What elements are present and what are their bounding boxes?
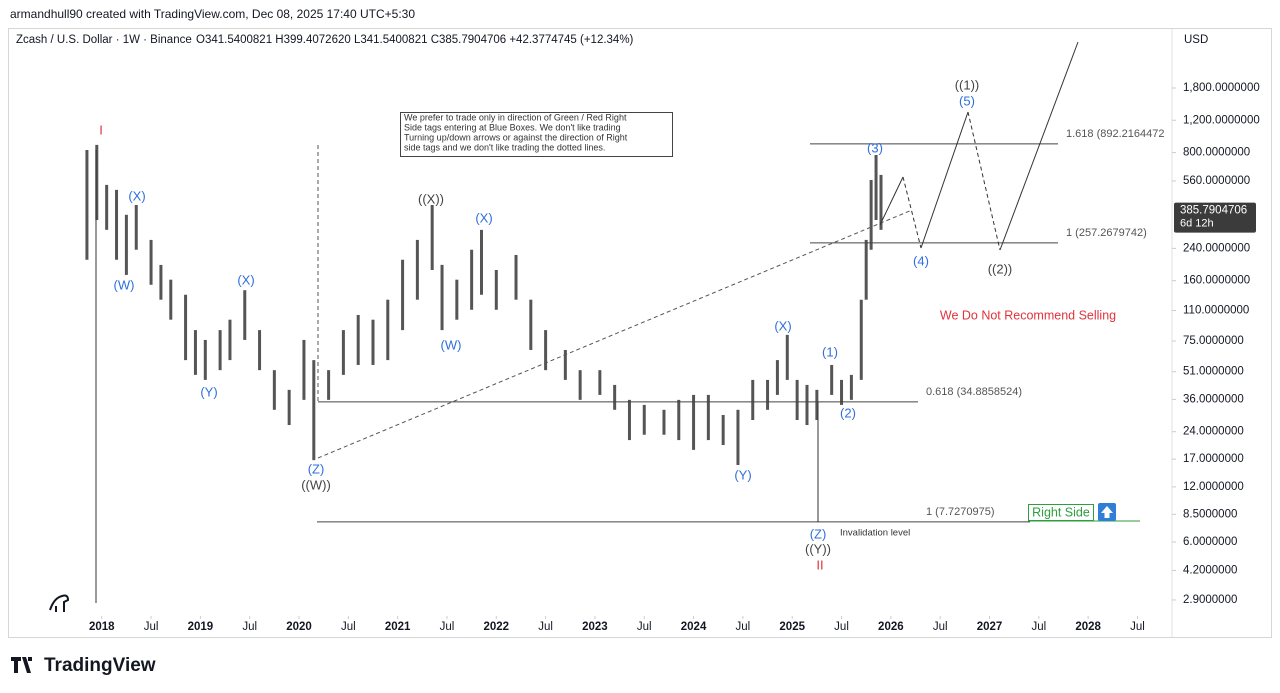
projection xyxy=(902,176,922,249)
y-tick-label: 24.0000000 xyxy=(1183,426,1244,438)
wave-label: I xyxy=(99,122,103,137)
ohlc: O341.5400821 H399.4072620 L341.5400821 C… xyxy=(196,34,634,46)
note-box xyxy=(400,112,673,157)
x-tick-label: 2028 xyxy=(1075,621,1101,633)
countdown: 6d 12h xyxy=(1180,218,1214,230)
x-tick-label: Jul xyxy=(637,621,652,633)
right-side: Right Side xyxy=(1032,505,1090,519)
y-tick-label: 2.9000000 xyxy=(1183,594,1237,606)
x-tick-label: Jul xyxy=(834,621,849,633)
up-arrow xyxy=(1101,506,1113,518)
x-tick-label: 2020 xyxy=(286,621,312,633)
last-price-box xyxy=(1174,202,1256,233)
warning: We Do Not Recommend Selling xyxy=(940,308,1116,322)
x-tick-label: 2022 xyxy=(483,621,509,633)
y-tick-label: 240.0000000 xyxy=(1183,242,1250,254)
x-tick-label: 2023 xyxy=(582,621,608,633)
y-tick-label: 1,800.0000000 xyxy=(1183,82,1260,94)
y-tick-label: 51.0000000 xyxy=(1183,366,1244,378)
x-tick-label: Jul xyxy=(242,621,257,633)
wave-label: ((W)) xyxy=(301,477,331,492)
wave-label: (2) xyxy=(840,405,856,420)
last-price: 385.7904706 xyxy=(1180,205,1247,217)
note: side tags and we don't like trading the … xyxy=(404,142,605,152)
note: Turning up/down arrows or against the di… xyxy=(404,132,628,142)
wave-label: (Y) xyxy=(734,467,751,482)
wave-label: (X) xyxy=(128,188,145,203)
fib-label: 1 (7.7270975) xyxy=(926,506,995,518)
wave-label: (Y) xyxy=(200,384,217,399)
fib-label: 1.618 (892.2164472 xyxy=(1066,128,1164,140)
y-tick-label: 75.0000000 xyxy=(1183,335,1244,347)
wave-label: (W) xyxy=(114,277,135,292)
projection xyxy=(999,41,1079,251)
y-tick-label: 12.0000000 xyxy=(1183,481,1244,493)
x-tick-label: Jul xyxy=(1130,621,1145,633)
wave-label: (X) xyxy=(237,272,254,287)
x-tick-label: 2025 xyxy=(779,621,805,633)
wave-label: ((X)) xyxy=(418,191,444,206)
wave-label: (1) xyxy=(822,344,838,359)
y-tick-label: 800.0000000 xyxy=(1183,147,1250,159)
projection xyxy=(967,111,1001,251)
x-tick-label: 2019 xyxy=(188,621,214,633)
fib-label: 0.618 (34.8858524) xyxy=(926,386,1022,398)
x-tick-label: 2027 xyxy=(977,621,1003,633)
wave-label: (X) xyxy=(475,210,492,225)
x-tick-label: Jul xyxy=(440,621,455,633)
invalidation: Invalidation level xyxy=(840,528,910,539)
tv-logo xyxy=(11,657,32,673)
wave-label: (Z) xyxy=(308,461,325,476)
y-tick-label: 160.0000000 xyxy=(1183,275,1250,287)
x-tick-label: Jul xyxy=(341,621,356,633)
y-tick-label: 1,200.0000000 xyxy=(1183,114,1260,126)
x-tick-label: Jul xyxy=(736,621,751,633)
wave-label: (W) xyxy=(441,337,462,352)
wave-label: (4) xyxy=(913,253,929,268)
x-tick-label: 2026 xyxy=(878,621,904,633)
wave-label: (3) xyxy=(867,140,883,155)
right-side-box xyxy=(1028,504,1094,521)
y-tick-label: 17.0000000 xyxy=(1183,453,1244,465)
y-tick-label: 110.0000000 xyxy=(1183,305,1249,317)
x-tick-label: Jul xyxy=(933,621,948,633)
chart-frame xyxy=(8,28,1272,638)
wave-label: (5) xyxy=(959,93,975,108)
y-tick-label: 4.2000000 xyxy=(1183,564,1237,576)
x-tick-label: 2024 xyxy=(681,621,707,633)
plot: 1.618 (892.2164472 1 (257.2679742) 0.618 (… xyxy=(85,77,1164,572)
y-tick-label: 560.0000000 xyxy=(1183,175,1250,187)
symbol: Zcash / U.S. Dollar · 1W · Binance xyxy=(16,34,192,46)
wave-label: (X) xyxy=(774,318,791,333)
dotted-line xyxy=(317,209,913,459)
currency: USD xyxy=(1184,34,1208,46)
projection xyxy=(879,176,904,226)
x-tick-label: Jul xyxy=(538,621,553,633)
wave-label: ((1)) xyxy=(955,77,980,92)
wave-label: II xyxy=(816,557,823,572)
x-tick-label: Jul xyxy=(144,621,159,633)
y-tick-label: 36.0000000 xyxy=(1183,393,1244,405)
x-tick-label: 2018 xyxy=(89,621,115,633)
credit: armandhull90 created with TradingView.co… xyxy=(10,7,415,21)
fib-label: 1 (257.2679742) xyxy=(1066,227,1147,239)
note: Side tags entering at Blue Boxes. We don… xyxy=(404,122,621,132)
wave-label: ((Y)) xyxy=(805,541,831,556)
wave-label: ((2)) xyxy=(988,261,1013,276)
y-tick-label: 8.5000000 xyxy=(1183,508,1237,520)
brand: TradingView xyxy=(44,655,156,676)
projection xyxy=(920,111,969,249)
tv-mascot xyxy=(49,594,70,612)
x-tick-label: 2021 xyxy=(385,621,411,633)
wave-label: (Z) xyxy=(810,526,827,541)
note: We prefer to trade only in direction of … xyxy=(404,112,627,122)
x-tick-label: Jul xyxy=(1031,621,1046,633)
y-tick-label: 6.0000000 xyxy=(1183,536,1237,548)
